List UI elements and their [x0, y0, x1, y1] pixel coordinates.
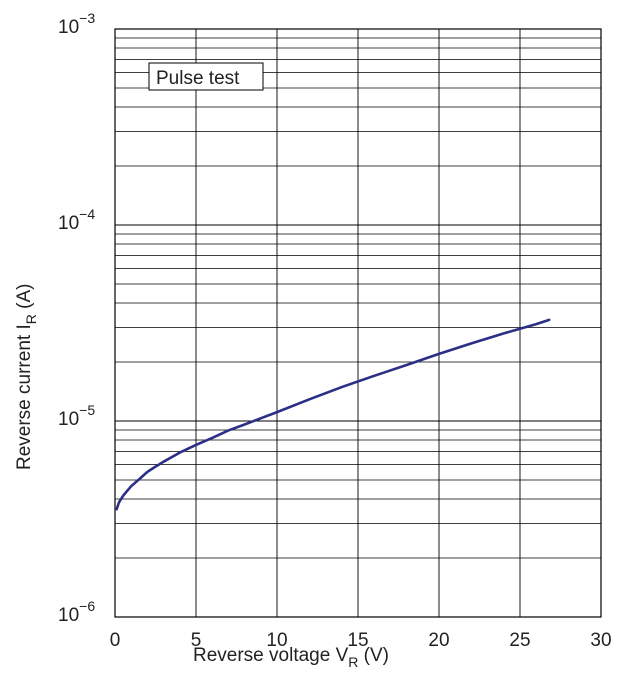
x-tick-label: 10: [266, 630, 287, 651]
y-axis-label-sub: R: [23, 314, 39, 324]
y-axis-label-unit: (A): [14, 284, 35, 315]
y-tick-exponent: −6: [79, 598, 95, 614]
y-axis-label-main: Reverse current I: [14, 324, 35, 470]
series-line: [115, 318, 551, 511]
pulse-test-label: Pulse test: [156, 68, 240, 89]
x-tick-label: 5: [191, 630, 202, 651]
x-tick-label: 15: [347, 630, 368, 651]
grid: [115, 29, 601, 617]
y-tick-label: 10−4: [58, 206, 95, 234]
x-tick-labels: 0 5 10 15 20 25 30: [110, 630, 612, 651]
plot-frame: [114, 28, 602, 618]
curve-group: [115, 318, 551, 511]
y-tick-label: 10−3: [58, 10, 95, 38]
y-tick-label: 10−5: [58, 402, 95, 430]
y-tick-base: 10: [58, 605, 79, 626]
x-axis-label-sub: R: [348, 654, 358, 670]
x-axis-label-main: Reverse voltage V: [193, 645, 349, 666]
x-tick-label: 25: [509, 630, 530, 651]
y-tick-exponent: −4: [79, 206, 95, 222]
x-axis-label-unit: (V): [358, 645, 389, 666]
y-tick-base: 10: [58, 17, 79, 38]
y-tick-base: 10: [58, 213, 79, 234]
y-tick-base: 10: [58, 409, 79, 430]
y-tick-label: 10−6: [58, 598, 95, 626]
x-tick-label: 20: [428, 630, 449, 651]
x-tick-label: 30: [590, 630, 611, 651]
y-tick-exponent: −5: [79, 402, 95, 418]
y-tick-exponent: −3: [79, 10, 95, 26]
x-tick-label: 0: [110, 630, 121, 651]
y-tick-labels: 10−610−510−410−3: [58, 10, 95, 626]
pulse-test-box: Pulse test: [148, 62, 264, 91]
y-axis-label: Reverse current IR (A): [14, 284, 39, 470]
x-axis-label: Reverse voltage VR (V): [193, 645, 389, 670]
